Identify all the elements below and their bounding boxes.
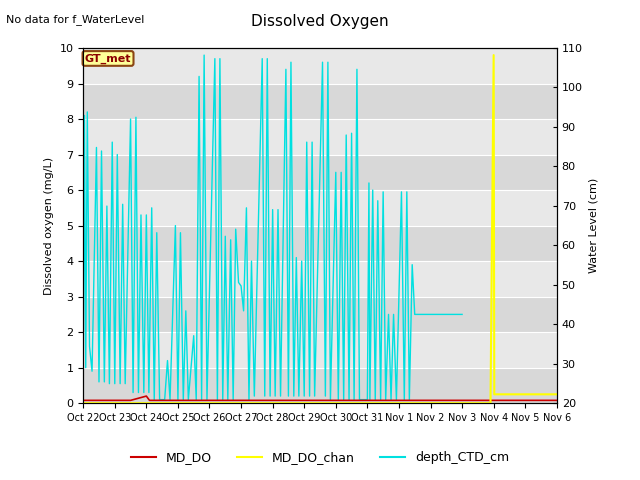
Bar: [83, 48, 557, 84]
Bar: [83, 297, 557, 332]
Text: No data for f_WaterLevel: No data for f_WaterLevel: [6, 14, 145, 25]
Bar: [83, 368, 557, 403]
Bar: [83, 332, 557, 368]
Legend: MD_DO, MD_DO_chan, depth_CTD_cm: MD_DO, MD_DO_chan, depth_CTD_cm: [126, 446, 514, 469]
Text: Dissolved Oxygen: Dissolved Oxygen: [251, 14, 389, 29]
Bar: [83, 119, 557, 155]
Bar: [83, 84, 557, 119]
Text: GT_met: GT_met: [84, 53, 131, 63]
Bar: [83, 155, 557, 190]
Bar: [83, 261, 557, 297]
Bar: [83, 190, 557, 226]
Bar: [83, 226, 557, 261]
Y-axis label: Dissolved oxygen (mg/L): Dissolved oxygen (mg/L): [44, 156, 54, 295]
Y-axis label: Water Level (cm): Water Level (cm): [588, 178, 598, 273]
